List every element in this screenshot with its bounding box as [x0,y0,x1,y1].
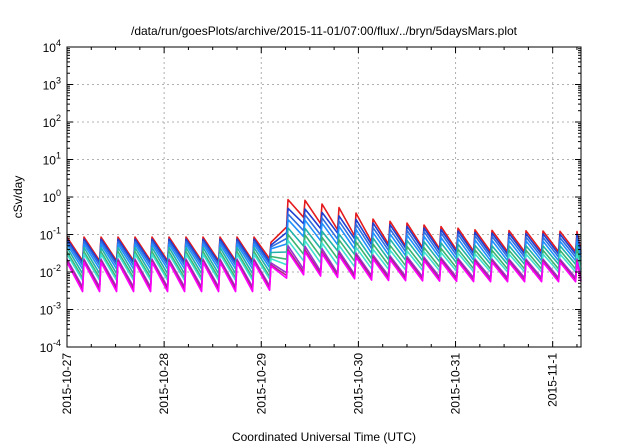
x-tick-labels: 2015-10-27 2015-10-28 2015-10-29 2015-10-30… [60,353,560,415]
x-tick-label: 2015-11-1 [546,353,560,407]
y-tick-label: 10-1 [40,226,61,243]
x-axis-label: Coordinated Universal Time (UTC) [232,430,416,444]
series-line [66,250,582,293]
grid [67,47,581,347]
series-group [66,198,582,293]
chart-title: /data/run/goesPlots/archive/2015-11-01/0… [131,24,518,38]
series-line [66,198,582,262]
series-line [66,233,582,279]
x-tick-label: 2015-10-31 [449,353,463,415]
x-tick-label: 2015-10-27 [60,353,74,415]
series-line [66,213,582,267]
y-tick-label: 10-2 [40,263,61,280]
series-line [66,218,582,270]
y-tick-labels: 10-4 10-3 10-2 10-1 100 101 102 103 104 [40,38,61,355]
y-tick-label: 104 [43,38,61,55]
y-tick-label: 100 [43,188,61,205]
ticks [66,46,581,348]
y-tick-label: 103 [43,76,61,93]
y-tick-label: 101 [43,151,61,168]
series-line [66,227,582,275]
y-axis-label: cSv/day [11,176,25,219]
x-tick-label: 2015-10-30 [351,353,365,415]
y-tick-label: 10-3 [40,301,61,318]
y-tick-label: 10-4 [40,338,61,355]
series-line [66,248,582,290]
series-line [66,207,582,264]
x-tick-label: 2015-10-28 [157,353,171,415]
y-tick-label: 102 [43,113,61,130]
series-line [66,239,582,282]
x-tick-label: 2015-10-29 [254,353,268,415]
